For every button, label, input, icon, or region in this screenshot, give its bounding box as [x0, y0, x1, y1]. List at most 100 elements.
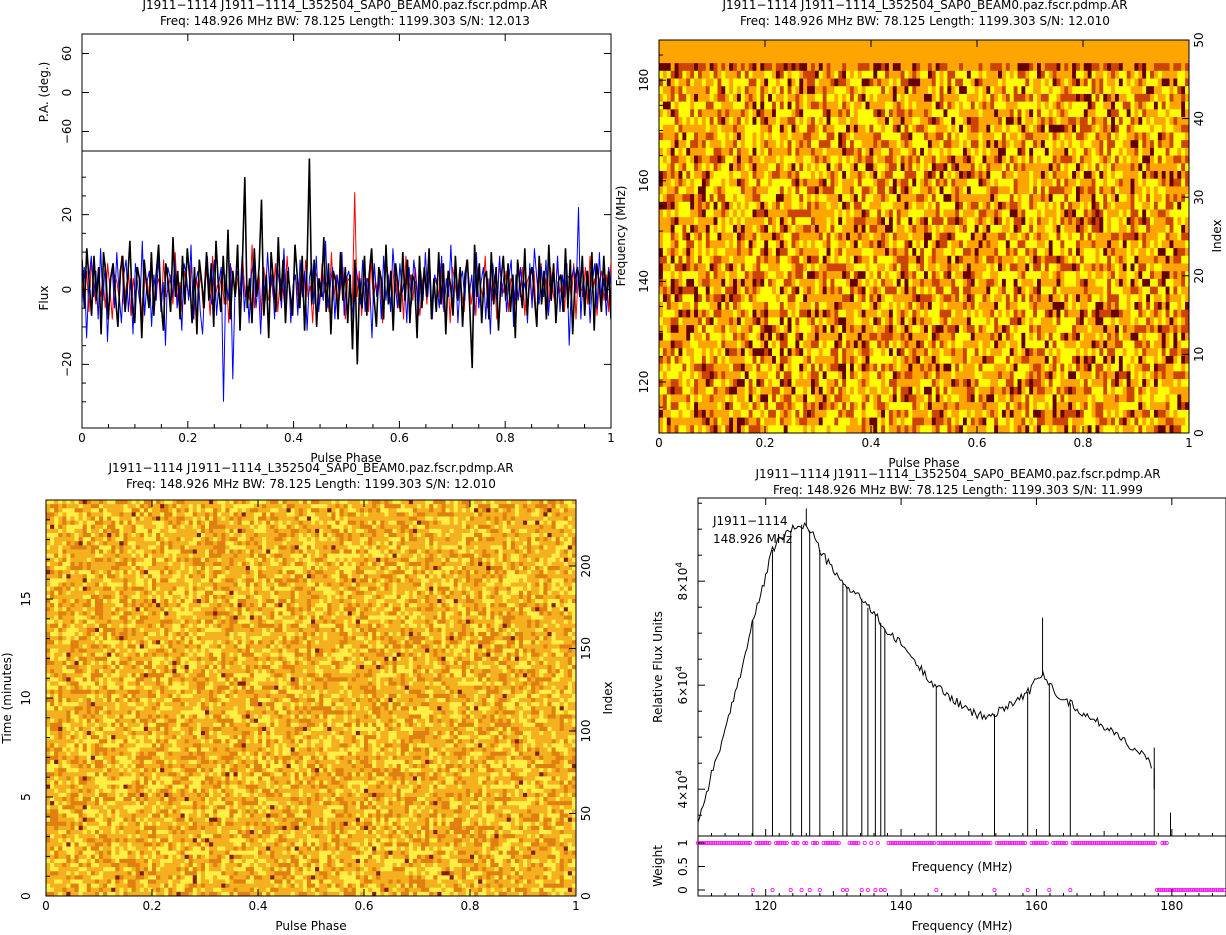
heatmap-cell: [1103, 217, 1108, 226]
heatmap-cell: [1044, 232, 1050, 241]
heatmap-cell: [1181, 124, 1186, 133]
heatmap-cell: [857, 163, 863, 172]
heatmap-cell: [772, 132, 777, 141]
heatmap-cell: [822, 286, 827, 295]
heatmap-cell: [662, 70, 668, 79]
heatmap-cell: [955, 201, 960, 210]
heatmap-cell: [838, 263, 843, 272]
heatmap-cell: [1130, 70, 1135, 79]
heatmap-cell: [1161, 63, 1167, 72]
heatmap-cell: [881, 117, 886, 126]
heatmap-cell: [740, 86, 746, 95]
heatmap-cell: [853, 178, 859, 187]
heatmap-cell: [791, 140, 796, 149]
heatmap-cell: [966, 317, 972, 326]
heatmap-cell: [931, 255, 937, 264]
heatmap-cell: [1165, 124, 1170, 133]
heatmap-cell: [736, 240, 742, 249]
heatmap-cell: [697, 86, 703, 95]
heatmap-cell: [733, 140, 738, 149]
heatmap-cell: [881, 194, 886, 203]
heatmap-cell: [1060, 155, 1065, 164]
heatmap-cell: [1169, 140, 1174, 149]
heatmap-cell: [1099, 155, 1104, 164]
heatmap-cell: [1169, 101, 1174, 110]
heatmap-cell: [826, 78, 831, 87]
heatmap-cell: [682, 186, 687, 195]
heatmap-cell: [931, 155, 937, 164]
heatmap-cell: [1150, 124, 1155, 133]
heatmap-cell: [670, 209, 675, 218]
heatmap-cell: [756, 317, 761, 326]
heatmap-cell: [990, 325, 995, 334]
heatmap-cell: [694, 78, 699, 87]
heatmap-cell: [1142, 132, 1147, 141]
heatmap-cell: [861, 240, 866, 249]
heatmap-cell: [694, 63, 699, 72]
heatmap-cell: [1048, 163, 1054, 172]
heatmap-cell: [939, 147, 944, 156]
heatmap-cell: [1037, 302, 1042, 311]
heatmap-cell: [1033, 70, 1038, 79]
heatmap-cell: [1068, 178, 1073, 187]
heatmap-cell: [760, 263, 765, 272]
heatmap-cell: [803, 240, 808, 249]
heatmap-cell: [748, 101, 753, 110]
heatmap-cell: [1064, 332, 1069, 341]
heatmap-cell: [1060, 70, 1065, 79]
heatmap-cell: [951, 209, 956, 218]
heatmap-cell: [1103, 255, 1108, 264]
heatmap-cell: [885, 109, 890, 118]
heatmap-cell: [947, 101, 952, 110]
heatmap-cell: [662, 263, 668, 272]
heatmap-cell: [986, 263, 991, 272]
heatmap-cell: [779, 263, 785, 272]
heatmap-cell: [729, 271, 734, 280]
heatmap-cell: [955, 132, 960, 141]
heatmap-cell: [1138, 248, 1143, 257]
heatmap-cell: [705, 263, 711, 272]
heatmap-cell: [1091, 294, 1096, 303]
heatmap-cell: [951, 309, 956, 318]
heatmap-cell: [927, 263, 933, 272]
heatmap-cell: [1009, 124, 1015, 133]
heatmap-cell: [662, 78, 668, 87]
heatmap-cell: [900, 70, 905, 79]
heatmap-cell: [690, 140, 695, 149]
heatmap-cell: [756, 201, 761, 210]
heatmap-cell: [725, 117, 730, 126]
heatmap-cell: [1064, 271, 1069, 280]
heatmap-cell: [729, 155, 734, 164]
heatmap-cell: [885, 70, 890, 79]
heatmap-cell: [803, 171, 808, 180]
heatmap-cell: [791, 217, 796, 226]
heatmap-cell: [775, 278, 781, 287]
heatmap-cell: [713, 109, 718, 118]
heatmap-cell: [1169, 224, 1174, 234]
heatmap-cell: [1138, 155, 1143, 164]
heatmap-cell: [1173, 109, 1178, 118]
heatmap-cell: [1177, 109, 1182, 118]
heatmap-cell: [1009, 70, 1015, 79]
heatmap-cell: [1033, 178, 1038, 187]
heatmap-cell: [1138, 294, 1143, 303]
heatmap-cell: [659, 232, 664, 241]
heatmap-cell: [709, 86, 714, 95]
heatmap-cell: [846, 271, 851, 280]
heatmap-cell: [1029, 132, 1034, 141]
heatmap-cell: [1165, 201, 1170, 210]
heatmap-cell: [826, 140, 831, 149]
heatmap-cell: [873, 255, 878, 264]
heatmap-cell: [1142, 70, 1147, 79]
heatmap-cell: [690, 194, 695, 203]
heatmap-cell: [1079, 178, 1085, 187]
heatmap-cell: [674, 63, 679, 72]
heatmap-cell: [1029, 240, 1034, 249]
heatmap-cell: [978, 286, 983, 295]
heatmap-cell: [896, 224, 902, 234]
heatmap-cell: [670, 178, 675, 187]
heatmap-cell: [1064, 201, 1069, 210]
heatmap-cell: [1118, 294, 1124, 303]
heatmap-cell: [846, 70, 851, 79]
heatmap-cell: [1048, 101, 1054, 110]
